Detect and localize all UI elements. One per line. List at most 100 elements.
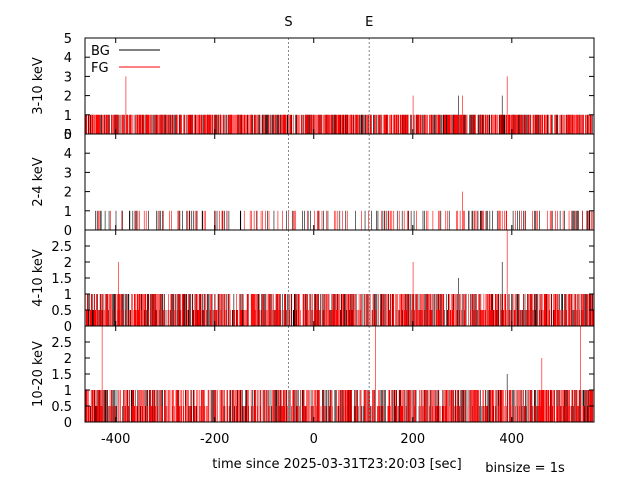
bar-bg	[539, 114, 540, 134]
y-tick-label: 3	[64, 70, 72, 85]
bar-bg	[535, 310, 536, 326]
bar-bg	[433, 114, 434, 134]
bar-bg	[511, 294, 513, 326]
bar-fg	[565, 390, 567, 422]
bar-fg	[444, 390, 446, 422]
bar-fg	[498, 406, 500, 422]
bar-bg	[162, 210, 163, 230]
bar-bg	[234, 406, 235, 422]
bar-fg	[289, 390, 291, 422]
bar-fg	[430, 390, 431, 422]
bar-fg	[261, 310, 262, 326]
bar-fg	[251, 294, 252, 326]
bar-fg	[281, 390, 283, 422]
bar-bg	[91, 294, 93, 326]
bar-fg	[565, 310, 567, 326]
bar-bg	[258, 114, 260, 134]
bar-fg	[222, 210, 223, 230]
bar-fg	[210, 114, 212, 134]
bar-fg	[314, 114, 316, 134]
bar-fg	[372, 310, 373, 326]
bar-fg	[498, 210, 500, 230]
bar-fg	[241, 114, 243, 134]
bar-bg	[270, 114, 271, 134]
bar-fg	[543, 310, 545, 326]
bar-fg	[386, 294, 387, 326]
bar-fg	[256, 114, 257, 134]
bar-fg	[524, 114, 525, 134]
bar-fg	[406, 114, 407, 134]
bar-fg	[127, 114, 129, 134]
bar-fg	[378, 406, 380, 422]
bar-fg	[560, 114, 561, 134]
bar-fg	[121, 294, 122, 326]
bar-bg	[286, 210, 287, 230]
bar-fg	[109, 390, 111, 422]
bar-fg	[129, 390, 130, 422]
bar-bg	[506, 374, 508, 422]
bar-bg	[90, 114, 92, 134]
y-axis-label: 4-10 keV	[31, 249, 46, 307]
bar-fg	[553, 310, 555, 326]
bar-fg	[393, 114, 395, 134]
bar-bg	[108, 210, 110, 230]
bar-fg	[112, 310, 113, 326]
bar-fg	[497, 310, 499, 326]
bar-fg	[419, 310, 421, 326]
series-fg-panel-2	[97, 191, 594, 230]
bar-fg	[366, 114, 368, 134]
bar-fg	[470, 390, 471, 422]
bar-fg	[303, 294, 304, 326]
bar-fg	[168, 114, 169, 134]
bar-fg	[363, 114, 365, 134]
bar-fg	[187, 114, 189, 134]
bar-fg	[86, 114, 88, 134]
bar-fg	[536, 114, 538, 134]
bar-fg	[181, 406, 182, 422]
bar-fg	[143, 210, 145, 230]
bar-fg	[556, 114, 558, 134]
bar-fg	[244, 406, 246, 422]
bar-fg	[95, 310, 96, 326]
bar-fg	[454, 114, 456, 134]
bar-fg	[395, 390, 397, 422]
bar-fg	[575, 390, 576, 422]
bar-fg	[517, 390, 519, 422]
bar-fg	[130, 310, 132, 326]
bar-fg	[183, 406, 185, 422]
bar-fg	[466, 114, 468, 134]
bar-fg	[461, 406, 462, 422]
bar-fg	[251, 210, 252, 230]
bar-fg	[207, 114, 209, 134]
bar-bg	[151, 294, 153, 326]
bar-fg	[366, 114, 367, 134]
bar-fg	[374, 294, 375, 326]
bar-bg	[534, 210, 535, 230]
bar-bg	[489, 210, 491, 230]
bar-fg	[462, 191, 463, 230]
bar-fg	[286, 390, 287, 422]
bar-bg	[100, 114, 101, 134]
bar-fg	[516, 114, 517, 134]
bar-bg	[172, 294, 173, 326]
bar-fg	[273, 294, 274, 326]
bar-fg	[476, 210, 478, 230]
bar-bg	[293, 294, 295, 326]
bar-fg	[499, 114, 501, 134]
bar-fg	[546, 294, 548, 326]
bar-fg	[454, 114, 455, 134]
bar-bg	[423, 114, 425, 134]
bar-fg	[517, 390, 518, 422]
bar-bg	[347, 390, 349, 422]
bar-fg	[399, 406, 401, 422]
legend-label-bg: BG	[91, 44, 110, 59]
bar-fg	[188, 114, 190, 134]
bar-bg	[214, 114, 216, 134]
bar-fg	[336, 114, 338, 134]
bar-fg	[582, 114, 584, 134]
bar-fg	[204, 114, 206, 134]
y-tick-label: 0	[64, 416, 72, 431]
bar-fg	[203, 310, 204, 326]
bar-fg	[172, 390, 173, 422]
bar-bg	[92, 310, 94, 326]
